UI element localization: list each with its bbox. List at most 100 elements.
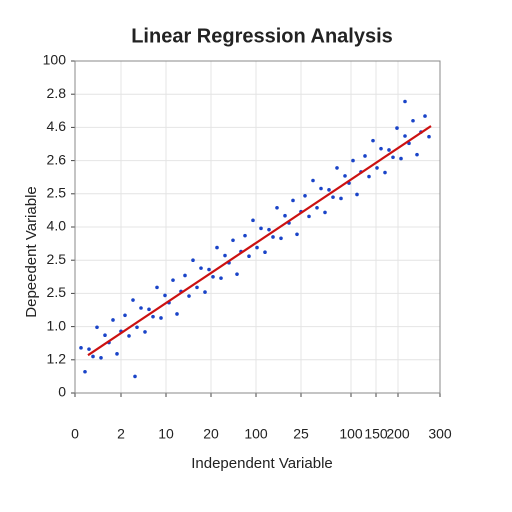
point: [395, 126, 399, 130]
point: [127, 334, 131, 338]
point: [163, 293, 167, 298]
point: [411, 118, 415, 123]
point: [295, 232, 299, 237]
point: [243, 233, 247, 238]
point: [95, 325, 99, 330]
point: [103, 333, 107, 338]
point: [263, 250, 267, 255]
point: [211, 275, 215, 279]
plot-frame: [74, 60, 441, 394]
point: [403, 99, 407, 104]
point: [315, 205, 319, 210]
point: [111, 318, 115, 322]
trendline: [87, 125, 432, 357]
point: [171, 278, 175, 282]
point: [251, 218, 255, 223]
point: [399, 156, 403, 161]
point: [143, 330, 147, 334]
y-tick-label: 2.5: [47, 284, 67, 300]
point: [159, 316, 163, 320]
x-tick-label: 300: [428, 426, 452, 442]
point: [247, 254, 251, 259]
point: [255, 245, 259, 250]
x-tick-label: 150: [364, 426, 388, 442]
x-tick-label: 10: [158, 426, 174, 442]
point: [115, 352, 119, 356]
y-tick-label: 1.2: [47, 351, 67, 367]
point: [147, 307, 151, 312]
point: [323, 210, 327, 215]
point: [327, 188, 331, 192]
point: [139, 306, 143, 310]
y-tick-label: 0: [58, 384, 66, 400]
y-tick-label: 4.0: [47, 218, 67, 234]
point: [259, 226, 263, 231]
point: [135, 325, 139, 330]
point: [267, 227, 271, 232]
point: [223, 253, 227, 258]
point: [79, 346, 83, 350]
point: [343, 174, 347, 178]
point: [203, 290, 207, 294]
point: [415, 152, 419, 157]
y-tick-label: 2.5: [47, 185, 67, 201]
x-axis-label: Independent Variable: [191, 455, 333, 472]
point: [339, 196, 343, 201]
point: [271, 235, 275, 239]
point: [155, 285, 159, 290]
point: [383, 170, 387, 175]
y-tick-label: 100: [43, 52, 67, 68]
point: [199, 266, 203, 270]
point: [275, 205, 279, 210]
point: [231, 238, 235, 243]
point: [331, 195, 335, 199]
point: [291, 198, 295, 203]
point: [207, 267, 211, 272]
point: [423, 114, 427, 118]
point: [355, 192, 359, 197]
point: [391, 155, 395, 160]
point: [351, 158, 355, 163]
point: [187, 294, 191, 298]
point: [307, 214, 311, 219]
y-tick-label: 2.8: [47, 85, 67, 101]
point: [219, 276, 223, 280]
point: [99, 356, 103, 360]
point: [371, 138, 375, 143]
point: [387, 148, 391, 152]
point: [235, 272, 239, 276]
point: [151, 314, 155, 319]
point: [191, 258, 195, 263]
point: [403, 134, 407, 138]
point: [375, 166, 379, 170]
point: [123, 313, 127, 318]
point: [379, 146, 383, 151]
y-tick-label: 2.5: [47, 251, 67, 267]
point: [91, 354, 95, 359]
y-tick-label: 4.6: [47, 118, 67, 134]
chart-title: Linear Regression Analysis: [131, 25, 393, 47]
point: [131, 298, 135, 302]
point: [215, 245, 219, 250]
point: [83, 369, 87, 374]
point: [195, 285, 199, 290]
x-tick-label: 200: [386, 426, 410, 442]
point: [367, 174, 371, 179]
point: [303, 193, 307, 198]
point: [183, 273, 187, 278]
point: [283, 213, 287, 218]
x-tick-label: 100: [244, 426, 268, 442]
point: [133, 374, 137, 379]
point: [363, 154, 367, 158]
point: [311, 178, 315, 183]
y-tick-label: 1.0: [47, 317, 67, 333]
point: [319, 186, 323, 191]
x-tick-label: 20: [203, 426, 219, 442]
x-tick-label: 100: [339, 426, 363, 442]
point: [427, 134, 431, 139]
point: [335, 166, 339, 170]
point: [279, 236, 283, 241]
x-tick-label: 25: [293, 426, 309, 442]
